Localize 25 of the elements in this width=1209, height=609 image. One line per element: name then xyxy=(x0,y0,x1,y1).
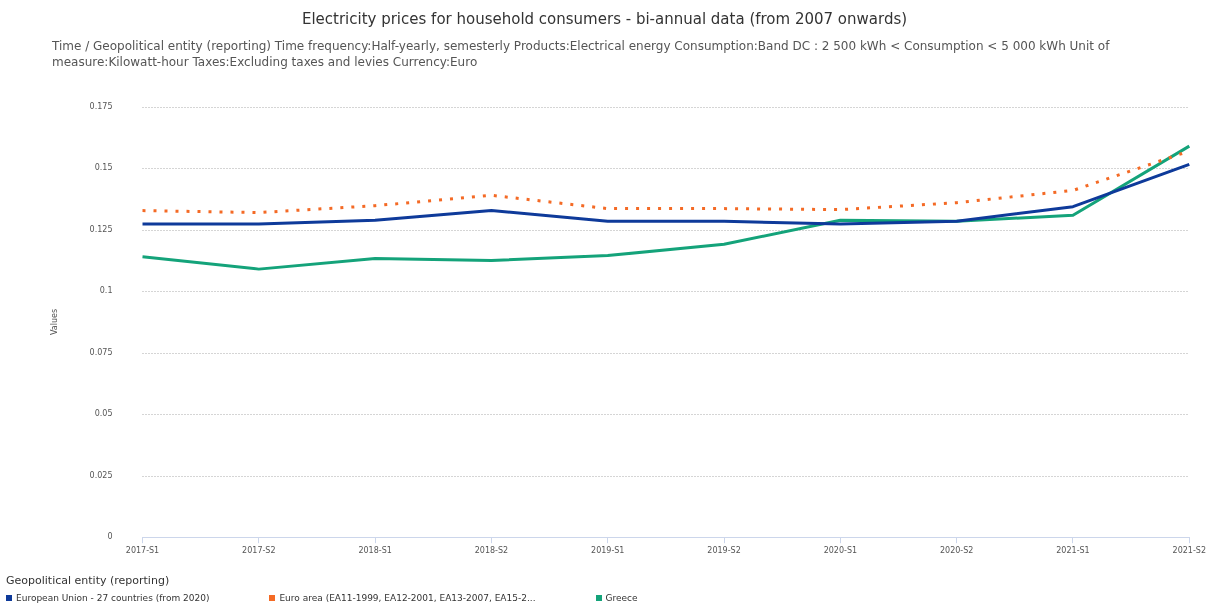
legend-label: European Union - 27 countries (from 2020) xyxy=(16,593,210,603)
y-tick-label: 0.125 xyxy=(89,224,113,234)
y-tick-label: 0.1 xyxy=(99,286,113,296)
y-tick-label: 0.15 xyxy=(94,163,113,173)
legend-label: Greece xyxy=(605,593,638,603)
x-tick-label: 2018-S2 xyxy=(474,546,509,556)
x-tick-label: 2020-S2 xyxy=(939,546,974,556)
chart-subtitle: Time / Geopolitical entity (reporting) Time frequency:Half-yearly, semesterly Products:Electrical energy Consumption:Band DC : 2 500 kWh < Consumption < 5 000 kWh Unit of measure:Kilowatt-hour Taxes:Excluding taxes and levies Currency:Euro xyxy=(52,38,1111,71)
chart-title: Electricity prices for household consumers - bi-annual data (from 2007 onwards) xyxy=(300,10,909,30)
x-tick-label: 2020-S1 xyxy=(823,546,858,556)
x-tick-label: 2019-S2 xyxy=(707,546,741,556)
y-tick-label: 0 xyxy=(107,532,113,542)
y-tick-label: 0.075 xyxy=(89,347,113,357)
y-tick-label: 0.025 xyxy=(89,470,113,480)
x-tick-label: 2017-S1 xyxy=(125,546,160,556)
legend-label: Euro area (EA11-1999, EA12-2001, EA13-2007, EA15-2... xyxy=(279,593,536,603)
y-axis-title: Values xyxy=(49,308,59,336)
x-tick-label: 2017-S2 xyxy=(242,546,276,556)
x-tick-label: 2021-S2 xyxy=(1172,546,1206,556)
legend-title: Geopolitical entity (reporting) xyxy=(6,574,171,587)
y-tick-label: 0.175 xyxy=(89,101,113,111)
x-tick-label: 2019-S1 xyxy=(591,546,625,556)
x-tick-label: 2021-S1 xyxy=(1056,546,1090,556)
x-tick-label: 2018-S1 xyxy=(358,546,392,556)
y-tick-label: 0.05 xyxy=(94,409,113,419)
